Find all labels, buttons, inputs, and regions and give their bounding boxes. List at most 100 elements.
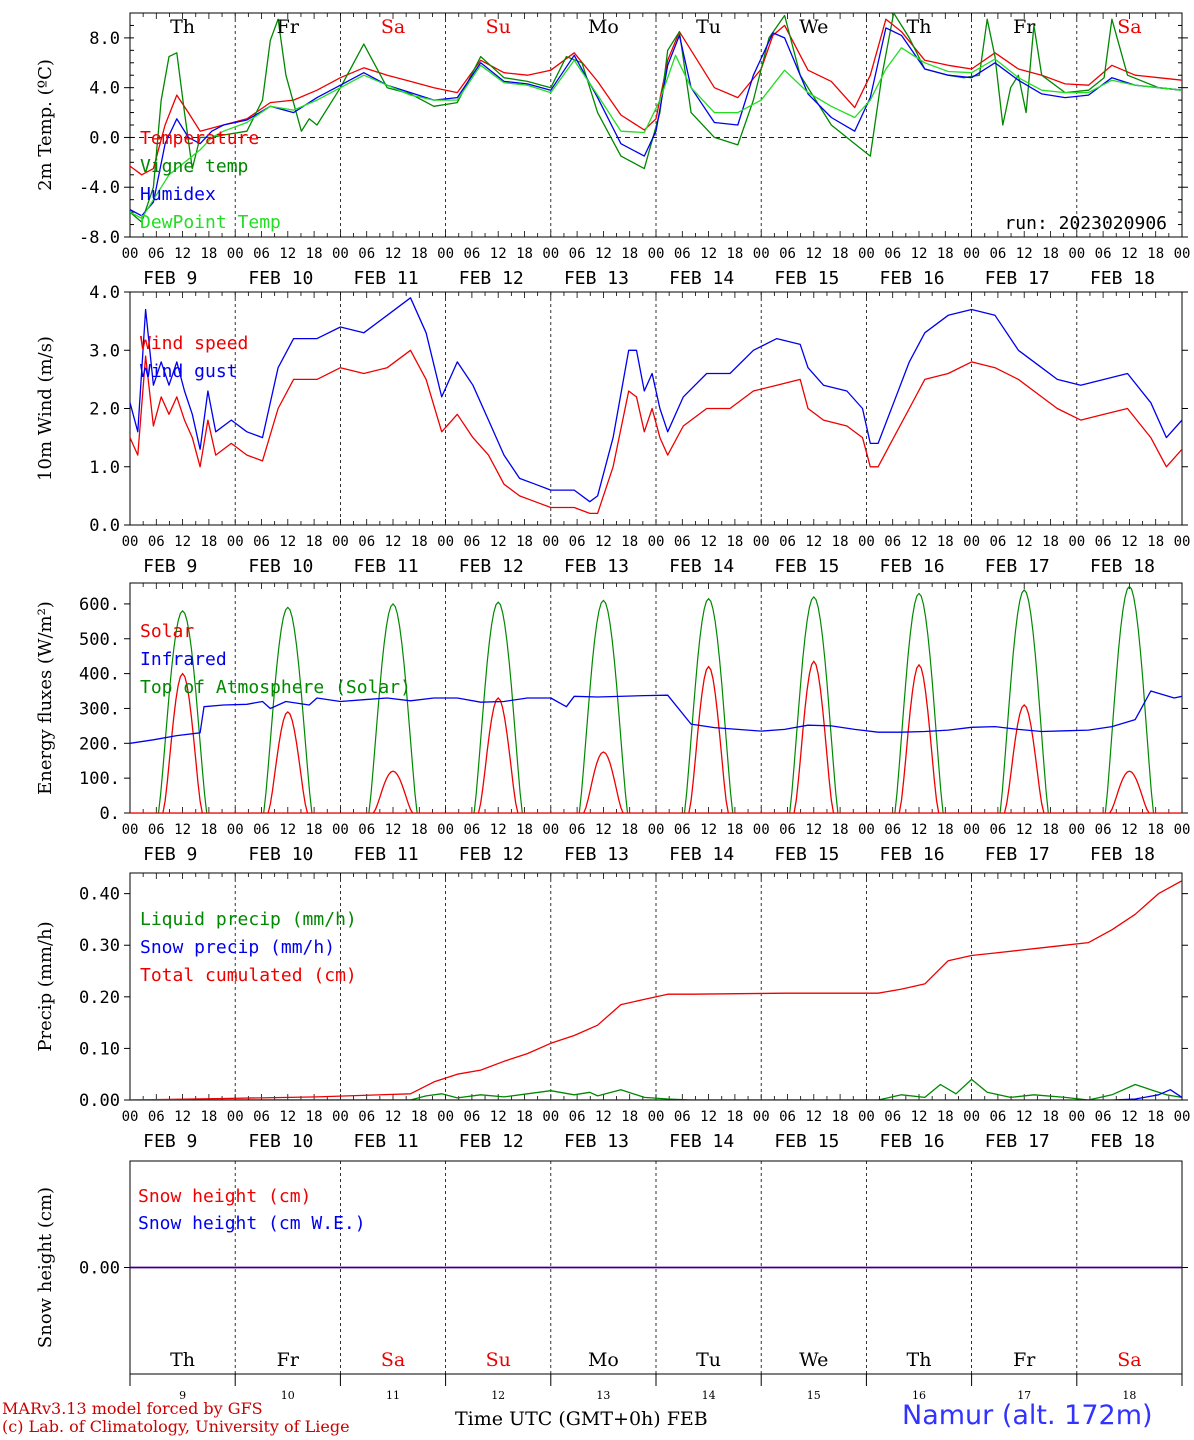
- x-hour-label: 18: [832, 1109, 849, 1125]
- legend-entry: Solar: [140, 621, 194, 642]
- y-tick-label: 300.: [79, 699, 120, 719]
- x-hour-label: 12: [174, 246, 191, 262]
- x-date-label: FEB 9: [143, 556, 197, 577]
- x-hour-label: 00: [648, 1109, 665, 1125]
- x-hour-label: 06: [1095, 822, 1112, 838]
- x-hour-label: 06: [463, 534, 480, 550]
- y-tick-label: 4.0: [89, 283, 120, 303]
- x-hour-label: 18: [1042, 534, 1059, 550]
- x-hour-label: 00: [963, 1109, 980, 1125]
- y-tick-label: -8.0: [79, 228, 120, 248]
- x-date-label: FEB 15: [774, 1131, 839, 1152]
- x-hour-label: 06: [253, 1109, 270, 1125]
- y-axis-label: Precip (mm/h): [35, 921, 56, 1051]
- panel-2: 4.0 3.0 2.0 1.0 0.0 10m Wind (m/s) 00 06 12 18 00 0…: [35, 283, 1190, 577]
- x-date-label: FEB 17: [985, 268, 1050, 289]
- x-hour-label: 00: [1068, 1109, 1085, 1125]
- x-hour-label: 12: [1121, 1109, 1138, 1125]
- x-hour-label: 12: [1121, 246, 1138, 262]
- x-hour-label: 00: [332, 534, 349, 550]
- x-date-label: FEB 18: [1090, 556, 1155, 577]
- toa-solar-curve: [1104, 585, 1155, 813]
- day-name-label: Fr: [1013, 16, 1036, 38]
- day-name-label: We: [799, 16, 828, 38]
- x-hour-label: 18: [621, 246, 638, 262]
- day-number-label: 16: [912, 1389, 926, 1402]
- x-hour-label: 18: [937, 534, 954, 550]
- x-hour-label: 06: [569, 246, 586, 262]
- x-hour-label: 18: [832, 246, 849, 262]
- x-hour-label: 12: [700, 1109, 717, 1125]
- x-hour-label: 00: [1068, 534, 1085, 550]
- x-hour-label: 12: [490, 246, 507, 262]
- day-number-label: 9: [179, 1389, 186, 1402]
- x-hour-label: 06: [569, 534, 586, 550]
- x-hour-label: 12: [385, 1109, 402, 1125]
- x-date-label: FEB 17: [985, 844, 1050, 865]
- y-tick-label: 500.: [79, 630, 120, 650]
- x-hour-label: 00: [437, 1109, 454, 1125]
- x-date-label: FEB 16: [880, 268, 945, 289]
- x-date-label: FEB 12: [459, 844, 524, 865]
- x-hour-label: 00: [1174, 534, 1191, 550]
- x-date-label: FEB 11: [354, 844, 419, 865]
- y-tick-label: 400.: [79, 665, 120, 685]
- x-hour-label: 18: [621, 822, 638, 838]
- x-hour-label: 06: [989, 534, 1006, 550]
- series-wind-speed: [130, 349, 1182, 515]
- x-hour-label: 12: [490, 534, 507, 550]
- x-hour-label: 12: [1016, 534, 1033, 550]
- day-name-label: Fr: [1013, 1349, 1036, 1371]
- x-hour-label: 00: [122, 534, 139, 550]
- x-date-label: FEB 10: [248, 268, 313, 289]
- x-hour-label: 12: [700, 534, 717, 550]
- x-hour-label: 18: [832, 534, 849, 550]
- x-hour-label: 00: [332, 1109, 349, 1125]
- x-hour-label: 06: [358, 246, 375, 262]
- legend-entry: Snow height (cm W.E.): [138, 1213, 366, 1234]
- x-date-label: FEB 11: [354, 556, 419, 577]
- x-hour-label: 06: [884, 822, 901, 838]
- day-name-label: Th: [907, 1349, 932, 1371]
- x-hour-label: 12: [279, 246, 296, 262]
- x-hour-label: 00: [122, 1109, 139, 1125]
- y-tick-label: 3.0: [89, 341, 120, 361]
- x-date-label: FEB 12: [459, 1131, 524, 1152]
- x-hour-label: 00: [227, 246, 244, 262]
- x-hour-label: 06: [148, 822, 165, 838]
- x-date-label: FEB 16: [880, 556, 945, 577]
- x-hour-label: 06: [884, 246, 901, 262]
- x-hour-label: 18: [516, 822, 533, 838]
- x-hour-label: 12: [595, 822, 612, 838]
- x-hour-label: 00: [963, 534, 980, 550]
- day-name-label: Fr: [277, 1349, 300, 1371]
- toa-solar-curve: [473, 601, 523, 813]
- x-hour-label: 18: [200, 1109, 217, 1125]
- x-hour-label: 06: [358, 1109, 375, 1125]
- panel-4: 0.40 0.30 0.20 0.10 0.00 Precip (mm/h) 00 06 12 1…: [35, 872, 1190, 1152]
- day-name-label: Fr: [277, 16, 300, 38]
- x-date-label: FEB 10: [248, 844, 313, 865]
- x-date-label: FEB 15: [774, 556, 839, 577]
- x-hour-label: 06: [989, 1109, 1006, 1125]
- x-hour-label: 18: [937, 246, 954, 262]
- legend-entry: Wind gust: [140, 361, 238, 382]
- day-number-label: 17: [1017, 1389, 1031, 1402]
- day-name-label: Th: [907, 16, 932, 38]
- x-hour-label: 00: [542, 1109, 559, 1125]
- x-hour-label: 06: [1095, 534, 1112, 550]
- day-name-label: Th: [170, 16, 195, 38]
- x-hour-label: 12: [911, 246, 928, 262]
- x-hour-label: 00: [227, 534, 244, 550]
- x-hour-label: 06: [148, 1109, 165, 1125]
- x-hour-label: 00: [227, 822, 244, 838]
- x-hour-label: 06: [148, 246, 165, 262]
- x-hour-label: 18: [411, 822, 428, 838]
- x-hour-label: 06: [779, 534, 796, 550]
- x-hour-label: 12: [911, 1109, 928, 1125]
- x-hour-label: 06: [358, 534, 375, 550]
- y-axis-label: 10m Wind (m/s): [35, 336, 56, 481]
- x-hour-label: 18: [516, 1109, 533, 1125]
- x-hour-label: 12: [385, 822, 402, 838]
- day-name-label: Sa: [381, 1349, 405, 1371]
